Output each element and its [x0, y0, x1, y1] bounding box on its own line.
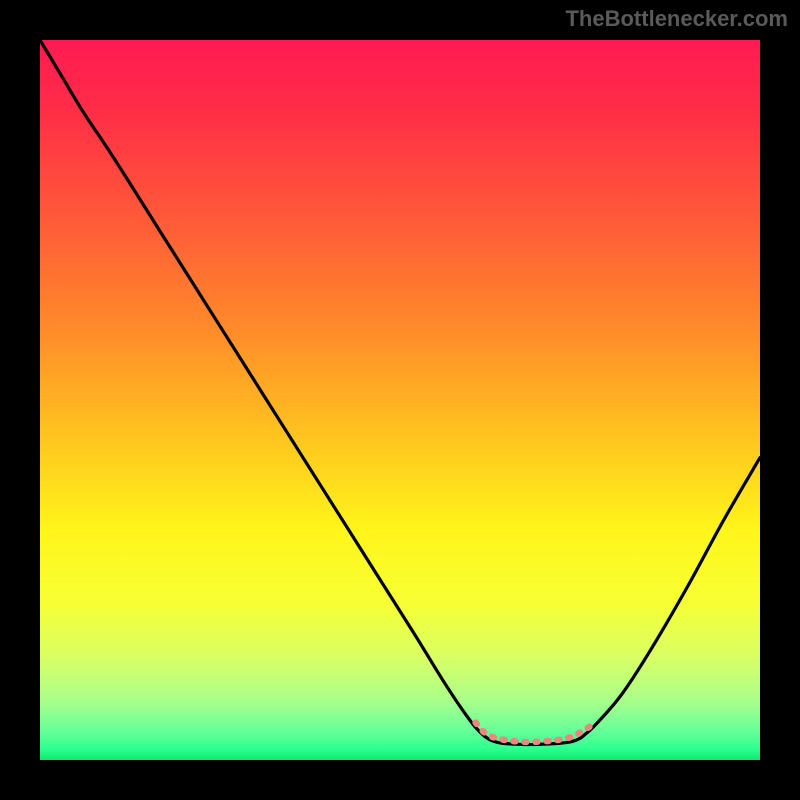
chart-container: TheBottlenecker.com [0, 0, 800, 800]
watermark-text: TheBottlenecker.com [565, 6, 788, 32]
bottleneck-chart [0, 0, 800, 800]
plot-background [40, 40, 760, 760]
